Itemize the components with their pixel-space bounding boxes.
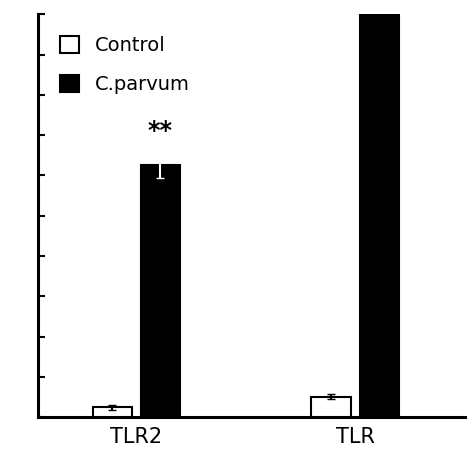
Text: **: **: [148, 118, 173, 143]
Legend: Control, C.parvum: Control, C.parvum: [52, 28, 197, 102]
Bar: [311, 397, 351, 417]
Bar: [359, 0, 399, 417]
Bar: [141, 165, 180, 417]
Bar: [92, 407, 132, 417]
